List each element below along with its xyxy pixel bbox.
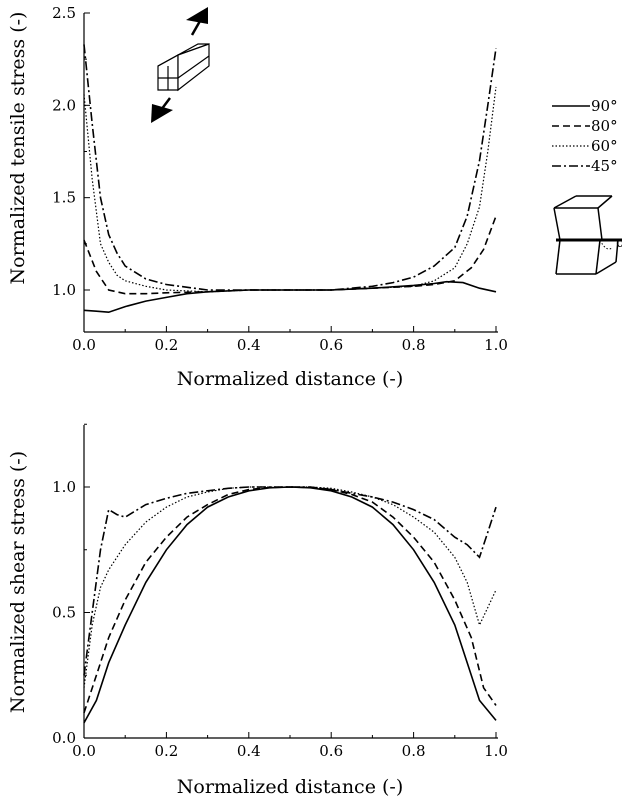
series-line-dotted [83,86,497,293]
angle-symbol: α [616,233,622,251]
y-tick-label: 0.0 [52,729,76,747]
legend-label: 60° [591,137,618,155]
x-tick-label: 0.4 [237,742,261,760]
y-axis-label: Normalized tensile stress (-) [7,12,29,285]
y-axis-label: Normalized shear stress (-) [7,451,29,713]
x-tick-label: 0.6 [319,742,343,760]
y-tick-label: 2.0 [52,96,76,114]
tensile-stress-panel: 0.0 0.2 0.4 0.6 0.8 1.0 1.0 1.5 2.0 2.5 Normalized… [7,4,508,390]
series-line-dashed [83,215,497,295]
series-line-solid [83,486,497,724]
y-tick-label: 1.5 [52,189,76,207]
x-tick-label: 0.2 [154,742,178,760]
x-tick-label: 0.2 [154,336,178,354]
x-axis-label: Normalized distance (-) [177,776,403,798]
series-line-dotted [83,486,497,688]
arrow-down-left-icon [151,97,173,123]
series-line-dashdot [83,486,497,676]
x-tick-label: 0.8 [402,742,426,760]
beam-schematic-icon [157,43,210,92]
y-tick-label: 1.0 [52,478,76,496]
series-line-dashdot [83,44,497,291]
arrow-up-right-icon [186,7,208,36]
x-tick-label: 0.4 [237,336,261,354]
x-axis-label: Normalized distance (-) [177,368,403,390]
x-tick-label: 0.0 [72,742,96,760]
legend-label: 45° [591,157,618,175]
shear-stress-panel: 0.0 0.2 0.4 0.6 0.8 1.0 0.0 0.5 1.0 Normalized di… [7,423,508,798]
y-tick-label: 2.5 [52,4,76,22]
series-line-dashed [83,486,497,714]
x-tick-label: 0.0 [72,336,96,354]
y-tick-label: 0.5 [52,604,76,622]
legend: 90° 80° 60° 45° [552,97,618,175]
legend-label: 90° [591,97,618,115]
x-tick-label: 1.0 [484,742,508,760]
x-tick-label: 0.8 [402,336,426,354]
y-tick-label: 1.0 [52,281,76,299]
joint-angle-schematic-icon [553,195,622,275]
legend-label: 80° [591,117,618,135]
x-tick-label: 0.6 [319,336,343,354]
x-tick-label: 1.0 [484,336,508,354]
